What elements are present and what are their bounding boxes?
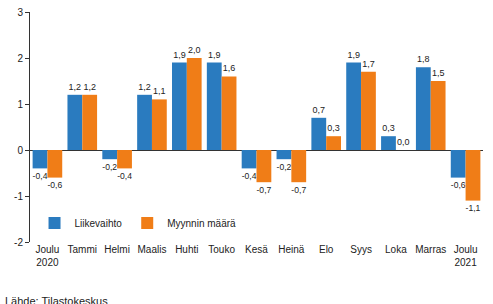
svg-text:0: 0	[17, 145, 23, 156]
svg-text:1,2: 1,2	[138, 82, 151, 92]
svg-text:-1: -1	[14, 191, 23, 202]
svg-text:0,3: 0,3	[327, 123, 340, 133]
svg-text:-0,2: -0,2	[277, 162, 292, 172]
svg-text:1,1: 1,1	[153, 86, 166, 96]
svg-text:Myynnin määrä: Myynnin määrä	[167, 218, 236, 229]
svg-text:Elo: Elo	[319, 244, 334, 255]
svg-text:1: 1	[17, 99, 23, 110]
svg-text:Liikevaihto: Liikevaihto	[75, 218, 123, 229]
svg-text:Loka: Loka	[385, 244, 407, 255]
svg-text:1,9: 1,9	[173, 50, 186, 60]
svg-text:Joulu2020: Joulu2020	[35, 244, 59, 268]
svg-text:1,9: 1,9	[208, 50, 221, 60]
svg-text:Joulu2021: Joulu2021	[454, 244, 478, 268]
svg-text:1,5: 1,5	[432, 68, 445, 78]
svg-text:-0,7: -0,7	[257, 185, 272, 195]
svg-text:Marras: Marras	[415, 244, 446, 255]
svg-text:0,0: 0,0	[397, 137, 410, 147]
svg-text:2: 2	[17, 53, 23, 64]
svg-text:2,0: 2,0	[188, 45, 201, 55]
svg-text:1,2: 1,2	[69, 82, 82, 92]
svg-text:-0,4: -0,4	[242, 171, 257, 181]
svg-text:-0,6: -0,6	[451, 180, 466, 190]
svg-text:-0,6: -0,6	[47, 180, 62, 190]
svg-text:0,7: 0,7	[313, 105, 326, 115]
svg-text:1,6: 1,6	[223, 63, 236, 73]
svg-text:0,3: 0,3	[382, 123, 395, 133]
svg-text:Tammi: Tammi	[68, 244, 97, 255]
svg-text:-0,2: -0,2	[102, 162, 117, 172]
svg-text:1,9: 1,9	[347, 50, 360, 60]
svg-text:Maalis: Maalis	[138, 244, 167, 255]
svg-text:Helmi: Helmi	[104, 244, 130, 255]
svg-text:1,2: 1,2	[83, 82, 96, 92]
svg-text:1,8: 1,8	[417, 54, 430, 64]
svg-text:-1,1: -1,1	[466, 203, 481, 213]
svg-text:Lähde: Tilastokeskus: Lähde: Tilastokeskus	[5, 295, 108, 304]
svg-text:-0,4: -0,4	[33, 171, 48, 181]
svg-text:-0,7: -0,7	[291, 185, 306, 195]
svg-text:1,7: 1,7	[362, 59, 375, 69]
svg-text:Syys: Syys	[350, 244, 372, 255]
svg-text:Kesä: Kesä	[245, 244, 268, 255]
svg-text:Huhti: Huhti	[175, 244, 198, 255]
svg-text:-2: -2	[14, 237, 23, 248]
svg-text:Heinä: Heinä	[278, 244, 305, 255]
svg-text:Touko: Touko	[208, 244, 235, 255]
svg-text:3: 3	[17, 7, 23, 18]
svg-text:-0,4: -0,4	[117, 171, 132, 181]
